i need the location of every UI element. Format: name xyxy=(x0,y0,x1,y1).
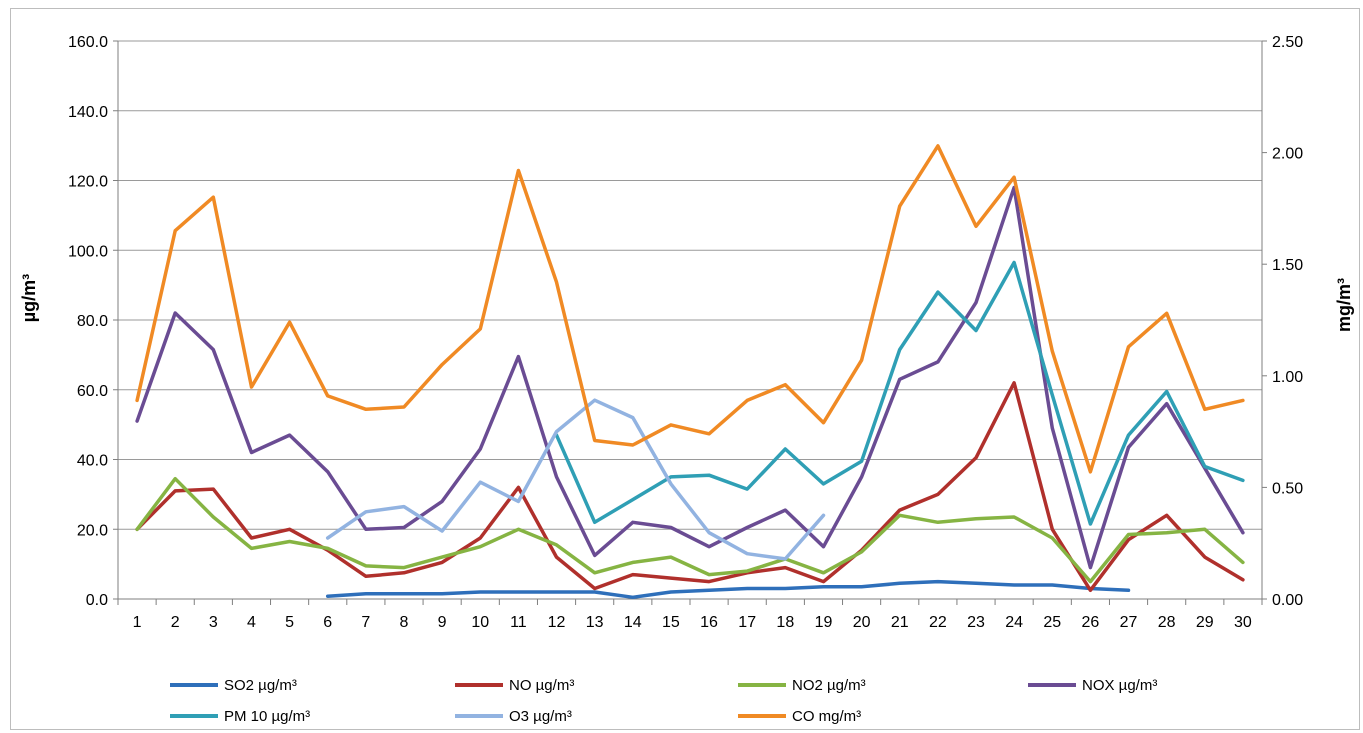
x-tick-label: 9 xyxy=(438,614,447,631)
x-tick-label: 1 xyxy=(133,614,142,631)
y-tick-label: 120.0 xyxy=(68,174,108,191)
x-tick-label: 11 xyxy=(510,614,527,631)
y-tick-label: 100.0 xyxy=(68,243,108,260)
x-tick-label: 8 xyxy=(400,614,409,631)
x-tick-label: 23 xyxy=(967,614,985,631)
x-tick-label: 24 xyxy=(1005,614,1023,631)
x-tick-label: 14 xyxy=(624,614,642,631)
x-tick-label: 17 xyxy=(738,614,756,631)
series-line-pm-10-g-m xyxy=(554,260,1245,526)
y-tick-label: 0.0 xyxy=(86,592,108,609)
x-tick-label: 3 xyxy=(209,614,218,631)
series-line-co-mg-m xyxy=(135,144,1245,474)
x-tick-label: 26 xyxy=(1082,614,1100,631)
y-axis-title: µg/m³ xyxy=(19,274,39,322)
y-tick-label: 40.0 xyxy=(77,453,108,470)
x-tick-label: 30 xyxy=(1234,614,1252,631)
y2-tick-label: 1.00 xyxy=(1272,369,1303,386)
x-tick-label: 29 xyxy=(1196,614,1214,631)
x-tick-label: 15 xyxy=(662,614,680,631)
y2-tick-label: 0.00 xyxy=(1272,592,1303,609)
series-line-no-g-m xyxy=(135,381,1245,593)
x-tick-label: 19 xyxy=(815,614,833,631)
series-line-o3-g-m xyxy=(325,398,826,561)
series-lines xyxy=(135,144,1245,600)
y-tick-label: 60.0 xyxy=(77,383,108,400)
y-tick-label: 140.0 xyxy=(68,104,108,121)
x-tick-label: 5 xyxy=(285,614,294,631)
legend-label: NO µg/m³ xyxy=(509,677,574,694)
y-tick-label: 160.0 xyxy=(68,34,108,51)
legend-item: PM 10 µg/m³ xyxy=(170,708,310,725)
x-tick-label: 28 xyxy=(1158,614,1176,631)
x-tick-label: 22 xyxy=(929,614,947,631)
right-axis-ticks: 0.00 0.50 1.00 1.50 2.00 2.50 xyxy=(1262,34,1303,609)
y-tick-label: 80.0 xyxy=(77,313,108,330)
y2-tick-label: 1.50 xyxy=(1272,257,1303,274)
legend: SO2 µg/m³ NO µg/m³ NO2 µg/m³ NOX µg/m³ PM 10… xyxy=(170,677,1157,725)
legend-item: CO mg/m³ xyxy=(738,708,861,725)
x-tick-label: 16 xyxy=(700,614,718,631)
series-line-nox-g-m xyxy=(135,185,1245,570)
legend-item: NO µg/m³ xyxy=(455,677,574,694)
legend-item: SO2 µg/m³ xyxy=(170,677,297,694)
y2-tick-label: 2.00 xyxy=(1272,146,1303,163)
x-tick-label: 12 xyxy=(548,614,566,631)
x-tick-label: 2 xyxy=(171,614,180,631)
x-tick-label: 7 xyxy=(361,614,370,631)
left-axis-ticks: 0.0 20.0 40.0 60.0 80.0 100.0 120.0 140.0 160.0 xyxy=(68,34,118,609)
legend-item: NOX µg/m³ xyxy=(1028,677,1157,694)
legend-label: NOX µg/m³ xyxy=(1082,677,1157,694)
series-line-no2-g-m xyxy=(135,476,1245,584)
legend-item: O3 µg/m³ xyxy=(455,708,572,725)
y2-tick-label: 2.50 xyxy=(1272,34,1303,51)
chart-frame xyxy=(10,8,1360,730)
x-tick-label: 6 xyxy=(323,614,332,631)
y-tick-label: 20.0 xyxy=(77,522,108,539)
gridlines xyxy=(118,40,1262,600)
x-tick-label: 10 xyxy=(471,614,489,631)
x-tick-label: 18 xyxy=(776,614,794,631)
legend-label: PM 10 µg/m³ xyxy=(224,708,310,725)
x-tick-label: 25 xyxy=(1043,614,1061,631)
legend-label: O3 µg/m³ xyxy=(509,708,572,725)
x-tick-label: 27 xyxy=(1120,614,1138,631)
x-tick-label: 20 xyxy=(853,614,871,631)
x-tick-label: 4 xyxy=(247,614,256,631)
x-axis-ticks: 1 2 3 4 5 6 7 8 9 10 11 12 13 14 15 16 17 18 19 20 21 22 23 24 2… xyxy=(117,599,1263,631)
y2-tick-label: 0.50 xyxy=(1272,480,1303,497)
y2-axis-title: mg/m³ xyxy=(1334,278,1354,332)
x-tick-label: 21 xyxy=(891,614,909,631)
x-tick-label: 13 xyxy=(586,614,604,631)
legend-item: NO2 µg/m³ xyxy=(738,677,866,694)
legend-label: NO2 µg/m³ xyxy=(792,677,866,694)
series-line-so2-g-m xyxy=(325,579,1131,600)
legend-label: SO2 µg/m³ xyxy=(224,677,297,694)
legend-label: CO mg/m³ xyxy=(792,708,861,725)
